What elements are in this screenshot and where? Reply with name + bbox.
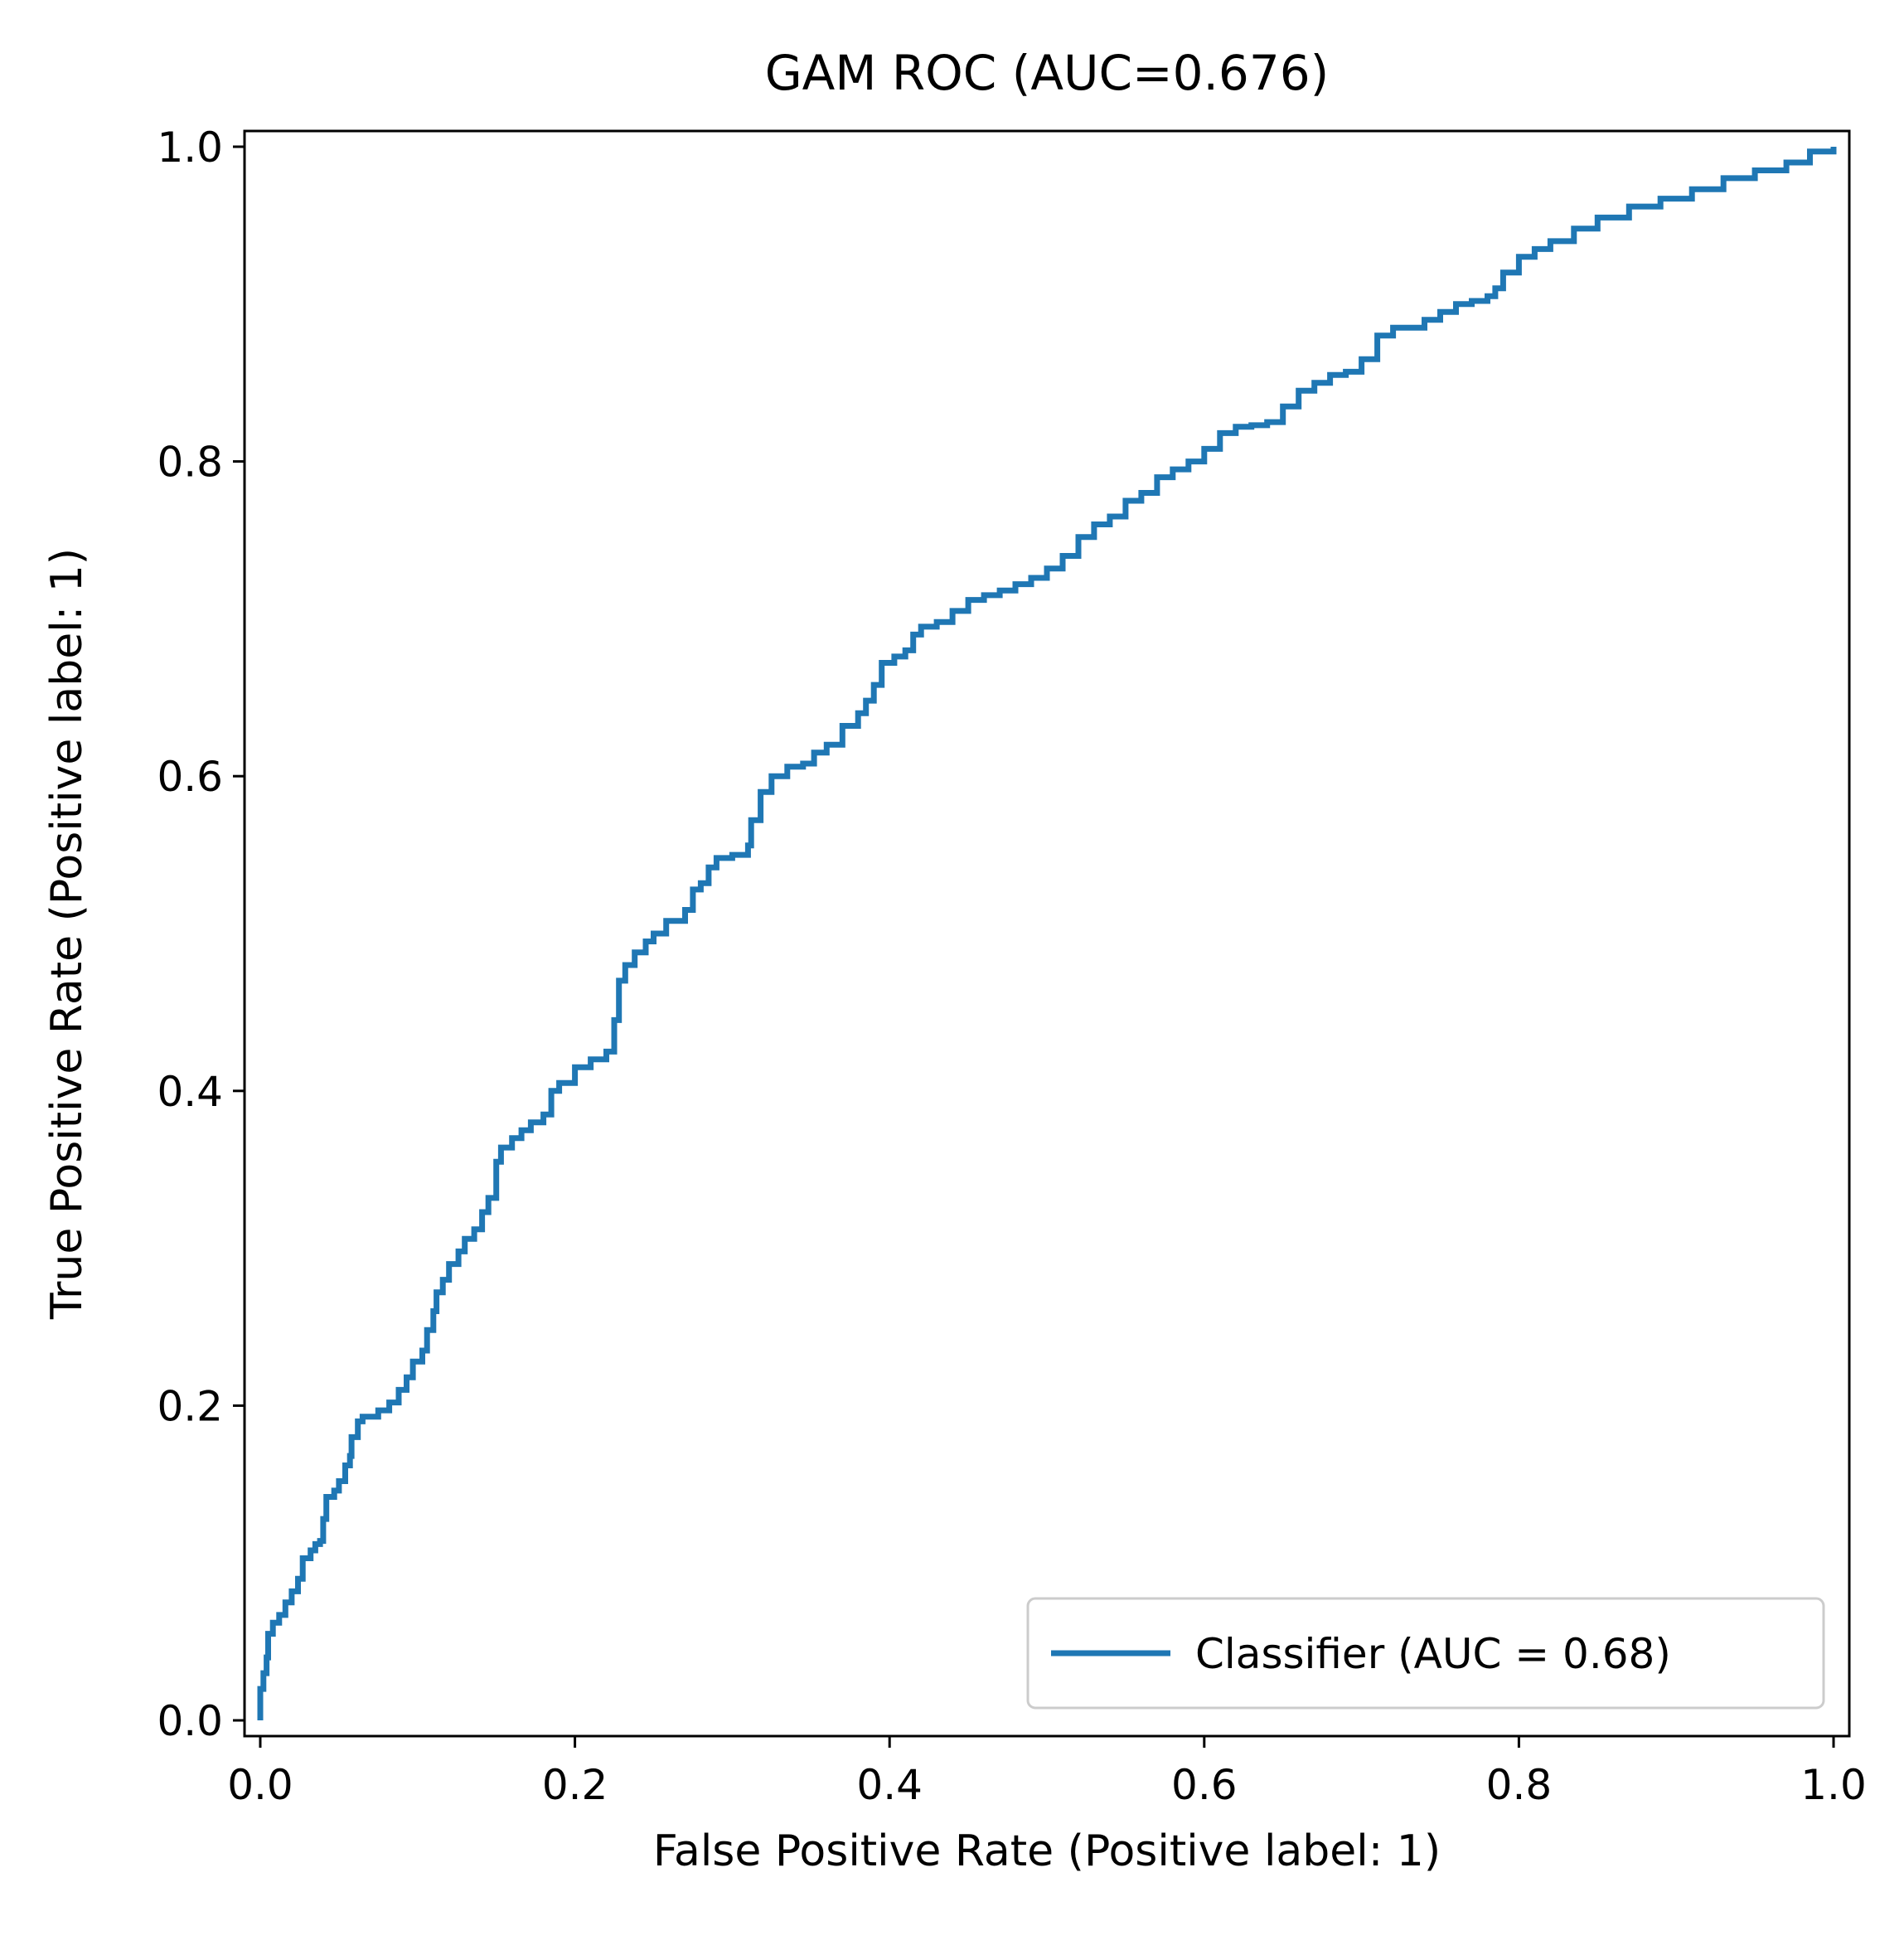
y-tick-label: 0.2 [157,1382,223,1430]
x-tick-label: 0.8 [1486,1761,1553,1809]
y-axis-ticks: 0.0 0.2 0.4 0.6 0.8 1.0 [157,124,245,1745]
x-tick-label: 0.2 [542,1761,608,1809]
y-tick-label: 0.4 [157,1068,223,1116]
chart-title: GAM ROC (AUC=0.676) [765,45,1330,101]
roc-curve-line [257,147,1837,1720]
x-axis-label: False Positive Rate (Positive label: 1) [653,1826,1441,1876]
y-axis-label: True Positive Rate (Positive label: 1) [42,548,92,1320]
x-axis-ticks: 0.0 0.2 0.4 0.6 0.8 1.0 [227,1736,1867,1809]
x-tick-label: 0.6 [1171,1761,1238,1809]
x-tick-label: 0.0 [227,1761,293,1809]
legend-label: Classifier (AUC = 0.68) [1195,1630,1671,1678]
y-tick-label: 0.8 [157,439,223,487]
y-tick-label: 0.0 [157,1697,223,1745]
plot-area [243,129,1851,1738]
legend: Classifier (AUC = 0.68) [1026,1597,1825,1710]
x-tick-label: 0.4 [856,1761,923,1809]
legend-box [1026,1597,1825,1710]
x-tick-label: 1.0 [1800,1761,1867,1809]
y-tick-label: 1.0 [157,124,223,172]
axes-frame [243,129,1851,1738]
y-tick-label: 0.6 [157,753,223,801]
